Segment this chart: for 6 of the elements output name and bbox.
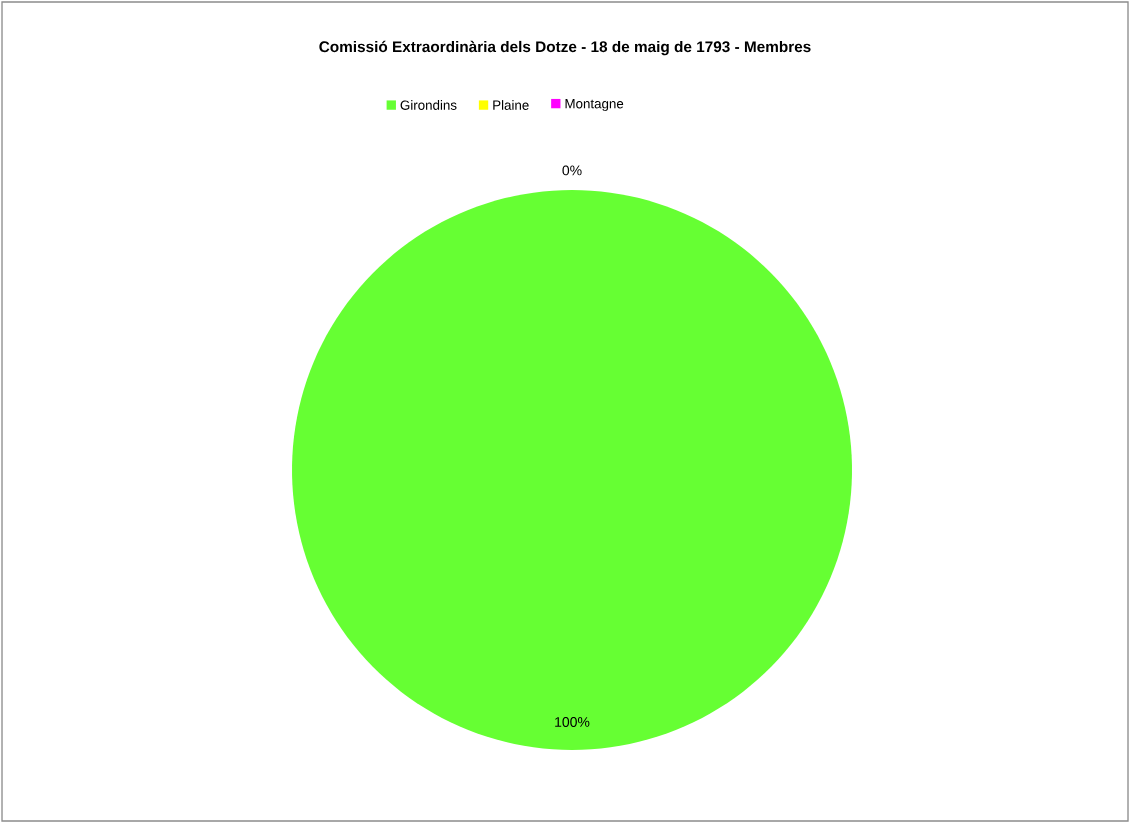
legend-label: Montagne: [565, 99, 624, 112]
legend-label: Plaine: [493, 100, 529, 110]
text: 0%: [562, 165, 582, 176]
data-label: 100%: [555, 717, 590, 727]
legend-label: Girondins: [400, 100, 457, 110]
chart-title: Comissió Extraordinària dels Dotze - 18 de maig de 1793 - Membres: [319, 40, 811, 56]
